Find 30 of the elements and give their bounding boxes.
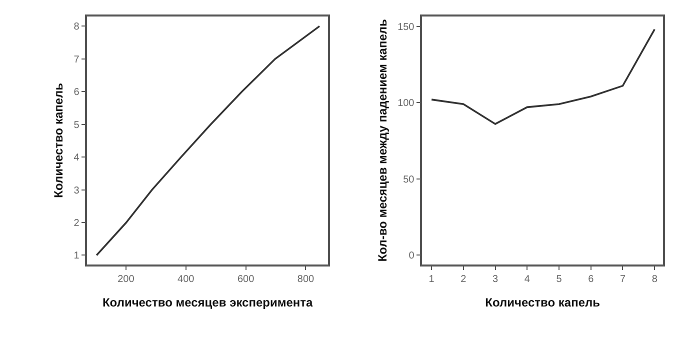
y-tick-label: 7 (74, 54, 80, 66)
x-tick-label: 7 (620, 274, 626, 286)
line-series (430, 28, 656, 125)
x-tick-label: 400 (178, 274, 195, 286)
y-tick-label: 2 (74, 218, 80, 230)
x-tick-label: 2 (460, 274, 467, 286)
y-tick-label: 4 (74, 152, 80, 164)
x-axis-title: Количество месяцев эксперимента (102, 296, 314, 310)
x-tick-label: 1 (428, 274, 435, 286)
x-tick-label: 8 (652, 274, 658, 286)
x-tick-label: 200 (118, 274, 135, 286)
x-tick-label: 6 (588, 274, 594, 286)
y-tick-label: 3 (74, 185, 80, 196)
x-tick-label: 600 (237, 274, 255, 286)
x-axis-title: Количество капель (485, 296, 600, 310)
x-tick-label: 4 (524, 274, 530, 286)
y-tick-label: 100 (398, 98, 415, 110)
y-tick-label: 5 (74, 120, 80, 131)
y-axis-title: Количество капель (51, 82, 66, 198)
x-tick-label: 3 (492, 274, 498, 286)
y-tick-label: 1 (74, 250, 80, 262)
y-tick-label: 8 (74, 22, 80, 33)
line-series (96, 25, 320, 256)
y-tick-label: 6 (74, 87, 80, 98)
x-tick-label: 5 (556, 274, 562, 286)
y-tick-label: 50 (403, 174, 415, 186)
y-tick-label: 150 (398, 22, 415, 33)
y-tick-label: 0 (408, 250, 415, 262)
x-tick-label: 800 (297, 274, 315, 286)
y-axis-title: Кол-во месяцев между падением капель (375, 19, 390, 262)
